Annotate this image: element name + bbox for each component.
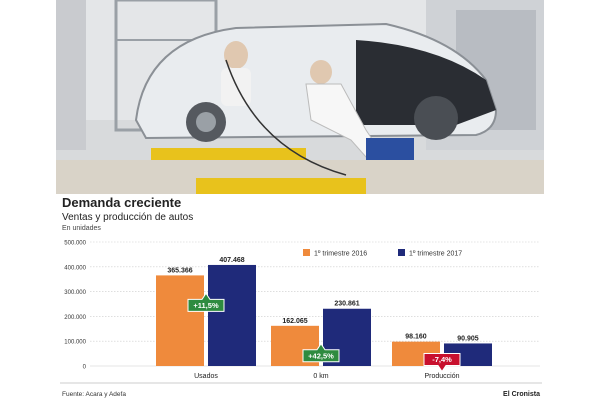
legend-swatch-2017 xyxy=(398,249,405,256)
y-tick-label: 200.000 xyxy=(64,315,86,321)
change-label: +11,5% xyxy=(193,301,219,310)
change-label: -7,4% xyxy=(432,355,452,364)
brand-label: El Cronista xyxy=(503,391,540,398)
data-label: 90.905 xyxy=(457,335,479,342)
car-factory-photo xyxy=(56,0,544,194)
legend-label-2016: 1º trimestre 2016 xyxy=(314,251,367,258)
bar-2016-0 xyxy=(156,275,204,366)
data-label: 162.065 xyxy=(282,318,307,325)
source-note: Fuente: Acara y Adefa xyxy=(62,391,126,398)
legend-label-2017: 1º trimestre 2017 xyxy=(409,251,462,258)
y-tick-label: 400.000 xyxy=(64,265,86,271)
y-tick-label: 500.000 xyxy=(64,241,86,247)
bar-2017-0 xyxy=(208,264,256,366)
chart-subtitle: Ventas y producción de autos xyxy=(62,212,194,223)
x-tick-label: 0 km xyxy=(313,373,328,380)
change-badge-up xyxy=(187,292,225,312)
change-badge-up xyxy=(302,342,340,363)
data-label: 365.366 xyxy=(167,267,192,274)
data-label: 230.861 xyxy=(334,301,359,308)
y-tick-label: 0 xyxy=(83,365,87,371)
data-label: 98.160 xyxy=(405,334,427,341)
x-tick-label: Usados xyxy=(194,373,218,380)
y-tick-label: 300.000 xyxy=(64,290,86,296)
x-tick-label: Producción xyxy=(424,373,459,380)
units-label: En unidades xyxy=(62,225,101,232)
legend: 1º trimestre 2016 1º trimestre 2017 xyxy=(303,249,462,258)
chart-title: Demanda creciente xyxy=(62,195,182,210)
bar-chart: 0 100.000 200.000 300.000 400.000 500.000 365… xyxy=(60,241,542,398)
legend-swatch-2016 xyxy=(303,249,310,256)
change-badge-down xyxy=(423,352,461,373)
y-tick-label: 100.000 xyxy=(64,340,86,346)
data-label: 407.468 xyxy=(219,257,244,264)
change-label: +42,5% xyxy=(308,352,334,361)
